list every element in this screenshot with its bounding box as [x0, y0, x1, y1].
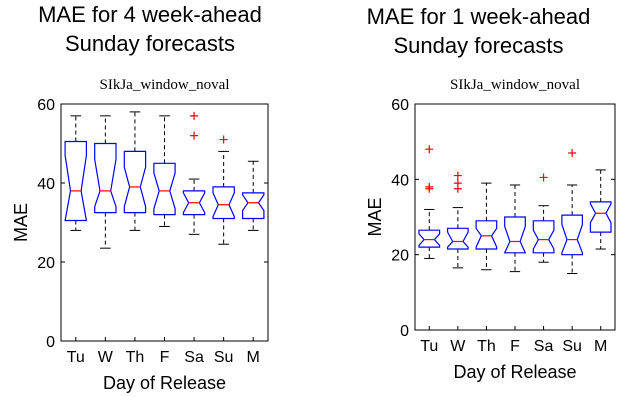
boxplot-panel-1: 0 20 40 60 Tu W Th F Sa Su M SIkJa_window_noval Day …: [11, 77, 269, 393]
outlier-marker: [539, 173, 548, 182]
box-F: [153, 115, 176, 227]
x-axis-label: Day of Release: [103, 373, 226, 393]
y-tick-label: 20: [391, 248, 409, 265]
notched-box: [447, 227, 469, 250]
outlier-marker: [568, 148, 577, 157]
x-tick-label: Th: [126, 349, 145, 366]
box-Tu: [418, 145, 441, 259]
box-Su: [212, 135, 235, 245]
y-tick-label: 0: [46, 334, 55, 351]
y-tick-label: 60: [391, 97, 409, 114]
outlier-marker: [425, 145, 434, 154]
x-tick-label: F: [160, 349, 170, 366]
x-tick-label: M: [247, 349, 260, 366]
outlier-marker: [453, 171, 462, 180]
box-Sa: [532, 173, 555, 263]
notched-box: [503, 216, 527, 254]
box-F: [503, 184, 527, 273]
box-Tu: [64, 115, 88, 231]
y-tick-label: 60: [37, 97, 55, 114]
x-tick-label: Su: [562, 338, 582, 355]
box-M: [242, 160, 265, 231]
notched-box: [532, 220, 555, 254]
notched-box: [94, 142, 117, 214]
x-tick-label: Tu: [67, 349, 85, 366]
y-tick-label: 40: [391, 172, 409, 189]
plot-title: SIkJa_window_noval: [450, 77, 580, 93]
outlier-marker: [219, 135, 228, 144]
chart-heading-right-line1: MAE for 1 week-ahead: [366, 4, 591, 29]
notched-box: [182, 190, 206, 216]
notched-box: [475, 220, 498, 250]
x-tick-label: F: [510, 338, 520, 355]
plot-title: SIkJa_window_noval: [100, 77, 230, 93]
y-axis-label: MAE: [11, 203, 31, 242]
box-W: [94, 115, 117, 249]
x-tick-label: M: [594, 338, 607, 355]
y-axis-label: MAE: [365, 197, 385, 236]
box-Th: [475, 182, 498, 271]
boxplot-panel-2: 0 20 40 60 Tu W Th F Sa Su M SIkJa_window_noval Day …: [365, 77, 616, 382]
x-tick-label: Sa: [534, 338, 554, 355]
x-axis-label: Day of Release: [453, 362, 576, 382]
x-tick-label: W: [98, 349, 114, 366]
box-Th: [123, 111, 147, 231]
outlier-marker: [425, 184, 434, 193]
notched-box: [561, 214, 584, 256]
chart-heading-right-line2: Sunday forecasts: [393, 33, 564, 58]
notched-box: [418, 229, 441, 248]
chart-heading-left-line1: MAE for 4 week-ahead: [38, 2, 262, 27]
notched-box: [64, 140, 88, 222]
x-tick-label: Tu: [420, 338, 438, 355]
outlier-marker: [190, 131, 199, 140]
box-Su: [561, 148, 584, 274]
box-Sa: [182, 111, 206, 235]
x-tick-label: Su: [214, 349, 234, 366]
notched-box: [153, 162, 176, 216]
y-tick-label: 40: [37, 176, 55, 193]
y-tick-label: 20: [37, 255, 55, 272]
outlier-marker: [190, 111, 199, 120]
box-M: [589, 169, 612, 250]
notched-box: [589, 201, 612, 233]
chart-heading-right: MAE for 1 week-ahead Sunday forecasts: [330, 2, 627, 60]
notched-box: [123, 150, 147, 214]
chart-heading-left-line2: Sunday forecasts: [65, 31, 235, 56]
box-W: [447, 171, 469, 269]
x-tick-label: Th: [477, 338, 496, 355]
notched-box: [212, 186, 235, 220]
chart-heading-left: MAE for 4 week-ahead Sunday forecasts: [0, 0, 300, 58]
x-tick-label: W: [450, 338, 466, 355]
y-tick-label: 0: [400, 323, 409, 340]
x-tick-label: Sa: [184, 349, 204, 366]
outlier-marker: [453, 184, 462, 193]
notched-box: [242, 192, 265, 220]
